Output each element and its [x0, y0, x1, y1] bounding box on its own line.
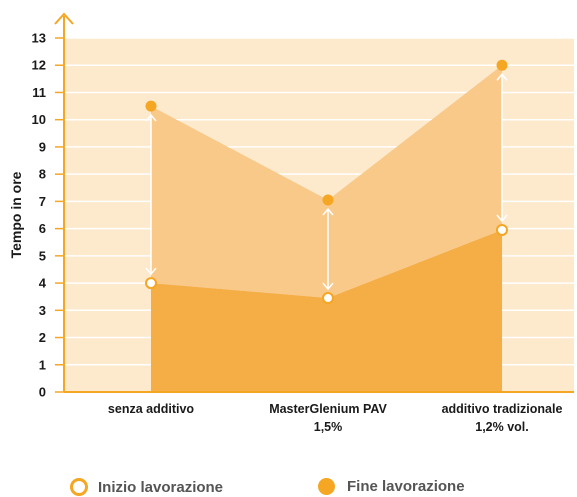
open-circle-icon — [70, 478, 88, 496]
arrowhead-down — [322, 282, 334, 291]
y-tick-label: 11 — [32, 85, 46, 100]
y-tick-label: 1 — [39, 357, 46, 372]
end-point — [496, 59, 508, 71]
y-tick-label: 6 — [39, 221, 46, 236]
start-point — [322, 292, 334, 305]
y-tick-label: 4 — [39, 276, 47, 291]
y-tick-label: 8 — [39, 167, 46, 182]
legend-item-end: Fine lavorazione — [318, 478, 465, 495]
arrowhead-down — [145, 267, 157, 276]
y-axis-arrowhead — [54, 12, 74, 25]
y-axis-title: Tempo in ore — [8, 171, 24, 258]
x-category-label: 1,5% — [314, 420, 343, 434]
start-area — [151, 229, 502, 392]
arrowhead-up — [145, 113, 157, 122]
y-tick-label: 0 — [39, 385, 46, 400]
y-tick-label: 3 — [39, 303, 46, 318]
x-category-label: additivo tradizionale — [442, 402, 563, 416]
range-area — [151, 65, 502, 299]
x-category-label: 1,2% vol. — [475, 420, 529, 434]
arrowhead-down — [496, 214, 508, 223]
end-point — [145, 100, 157, 112]
x-category-label: MasterGlenium PAV — [269, 402, 387, 416]
legend-item-start: Inizio lavorazione — [70, 478, 223, 496]
start-point — [496, 223, 508, 236]
legend-label-end: Fine lavorazione — [347, 478, 465, 495]
filled-circle-icon — [318, 478, 335, 495]
y-tick-label: 5 — [39, 248, 46, 263]
legend-label-start: Inizio lavorazione — [98, 478, 224, 496]
y-tick-label: 12 — [32, 58, 46, 73]
y-tick-label: 7 — [39, 194, 46, 209]
arrowhead-up — [496, 73, 508, 81]
start-point — [145, 277, 157, 290]
arrowhead-up — [322, 207, 334, 216]
y-tick-label: 2 — [39, 330, 46, 345]
x-category-label: senza additivo — [108, 402, 194, 416]
end-point — [322, 194, 334, 206]
y-tick-label: 13 — [32, 31, 46, 46]
y-tick-label: 9 — [39, 139, 46, 154]
y-tick-label: 10 — [32, 112, 46, 127]
